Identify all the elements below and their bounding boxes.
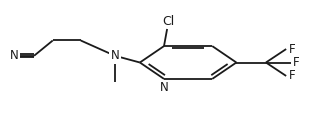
Text: F: F: [289, 70, 295, 82]
Text: Cl: Cl: [163, 15, 175, 28]
Text: N: N: [160, 81, 168, 94]
Text: N: N: [111, 49, 119, 62]
Text: F: F: [289, 42, 295, 56]
Text: N: N: [9, 49, 18, 62]
Text: F: F: [293, 56, 300, 69]
